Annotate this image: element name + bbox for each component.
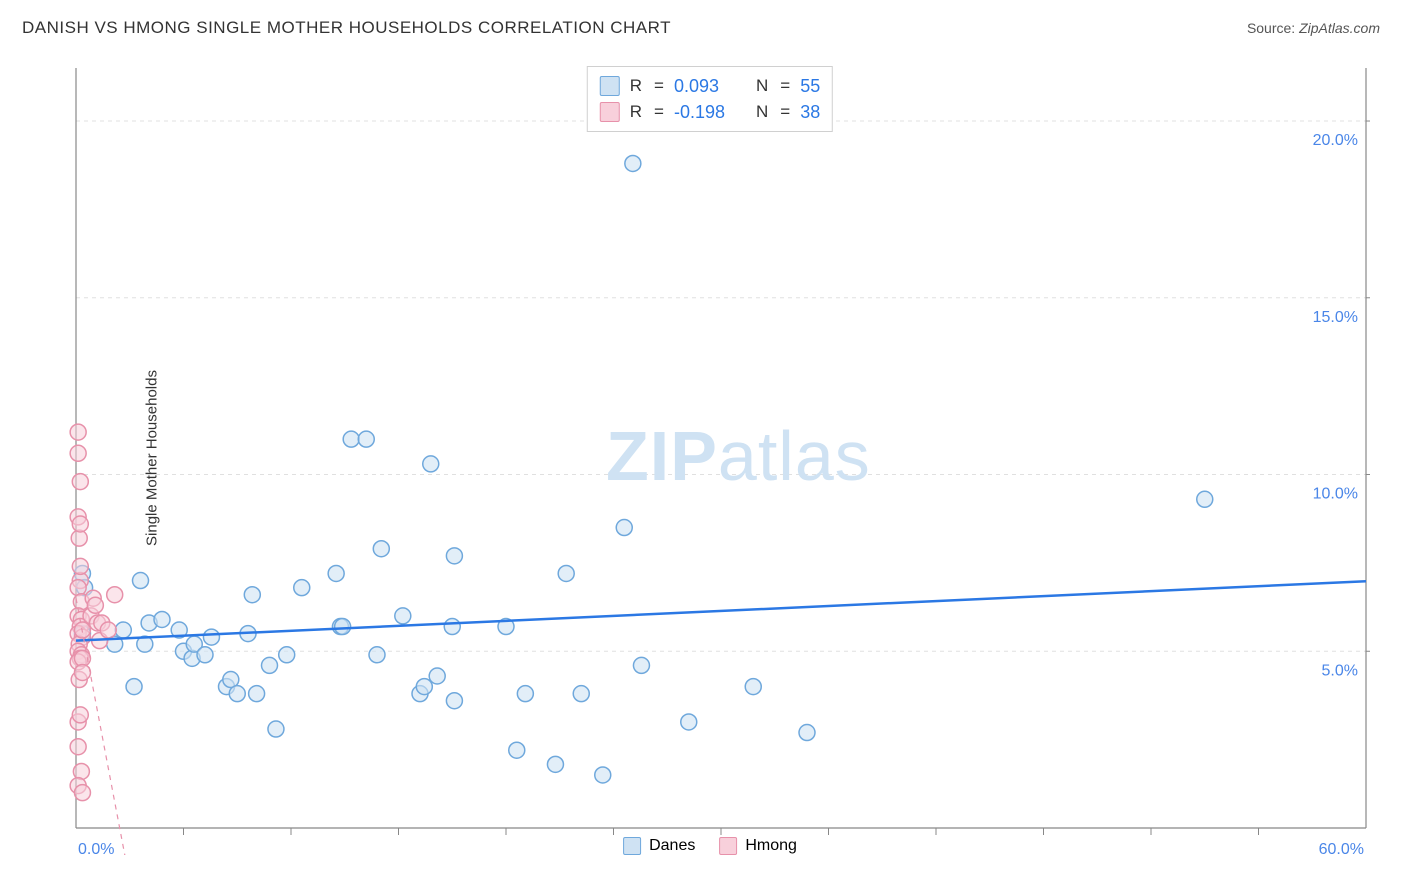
r-label: R [630, 102, 642, 122]
data-point [444, 619, 460, 635]
x-tick-label-right: 60.0% [1319, 841, 1364, 855]
data-point [279, 647, 295, 663]
data-point [625, 155, 641, 171]
data-point [70, 739, 86, 755]
data-point [633, 657, 649, 673]
data-point [429, 668, 445, 684]
data-point [358, 431, 374, 447]
series-legend-label: Danes [649, 837, 695, 855]
trend-line [76, 581, 1366, 640]
data-point [244, 587, 260, 603]
data-point [509, 742, 525, 758]
legend-swatch [600, 76, 620, 96]
scatter-plot-svg: 5.0% 10.0% 15.0% 20.0% 0.0% 60.0% [50, 60, 1370, 855]
data-point [87, 597, 103, 613]
source-value: ZipAtlas.com [1299, 20, 1380, 36]
n-value: 55 [800, 76, 820, 97]
y-tick-label: 10.0% [1313, 486, 1358, 503]
data-point [294, 580, 310, 596]
data-point [268, 721, 284, 737]
data-point [154, 611, 170, 627]
data-point [423, 456, 439, 472]
n-value: 38 [800, 102, 820, 123]
chart-title: DANISH VS HMONG SINGLE MOTHER HOUSEHOLDS… [22, 18, 671, 38]
n-label: N [756, 102, 768, 122]
data-point [70, 445, 86, 461]
data-point [72, 558, 88, 574]
data-point [681, 714, 697, 730]
plot-area: Single Mother Households 5.0%10.0%15.0%2… [50, 60, 1370, 855]
data-point [369, 647, 385, 663]
data-point [262, 657, 278, 673]
series-legend-label: Hmong [745, 837, 797, 855]
data-point [446, 548, 462, 564]
data-point [373, 541, 389, 557]
data-point [70, 580, 86, 596]
data-point [573, 686, 589, 702]
data-point [126, 679, 142, 695]
data-point [1197, 491, 1213, 507]
y-tick-label: 15.0% [1313, 309, 1358, 326]
data-point [558, 565, 574, 581]
data-point [446, 693, 462, 709]
data-point [343, 431, 359, 447]
data-point [72, 474, 88, 490]
r-value: 0.093 [674, 76, 738, 97]
series-legend-item: Hmong [719, 837, 797, 855]
data-point [249, 686, 265, 702]
data-point [416, 679, 432, 695]
data-point [70, 424, 86, 440]
data-point [517, 686, 533, 702]
data-point [72, 707, 88, 723]
data-point [197, 647, 213, 663]
data-point [745, 679, 761, 695]
data-point [74, 785, 90, 801]
y-tick-label: 5.0% [1322, 662, 1358, 679]
data-point [335, 619, 351, 635]
data-point [74, 664, 90, 680]
legend-swatch [600, 102, 620, 122]
data-point [547, 756, 563, 772]
data-point [203, 629, 219, 645]
data-point [328, 565, 344, 581]
x-tick-label-left: 0.0% [78, 841, 114, 855]
data-point [595, 767, 611, 783]
data-point [115, 622, 131, 638]
r-value: -0.198 [674, 102, 738, 123]
series-legend: Danes Hmong [623, 837, 797, 855]
data-point [107, 587, 123, 603]
r-label: R [630, 76, 642, 96]
chart-container: DANISH VS HMONG SINGLE MOTHER HOUSEHOLDS… [0, 0, 1406, 892]
legend-swatch [719, 837, 737, 855]
series-legend-item: Danes [623, 837, 695, 855]
legend-swatch [623, 837, 641, 855]
n-label: N [756, 76, 768, 96]
data-point [73, 763, 89, 779]
source-attribution: Source: ZipAtlas.com [1247, 20, 1380, 36]
stats-legend: R=0.093N=55R=-0.198N=38 [587, 66, 833, 132]
stats-legend-row: R=-0.198N=38 [600, 99, 820, 125]
data-point [72, 516, 88, 532]
y-tick-label: 20.0% [1313, 132, 1358, 149]
data-point [229, 686, 245, 702]
data-point [395, 608, 411, 624]
data-point [616, 520, 632, 536]
data-point [799, 725, 815, 741]
data-point [133, 573, 149, 589]
stats-legend-row: R=0.093N=55 [600, 73, 820, 99]
data-point [100, 622, 116, 638]
source-label: Source: [1247, 20, 1295, 36]
